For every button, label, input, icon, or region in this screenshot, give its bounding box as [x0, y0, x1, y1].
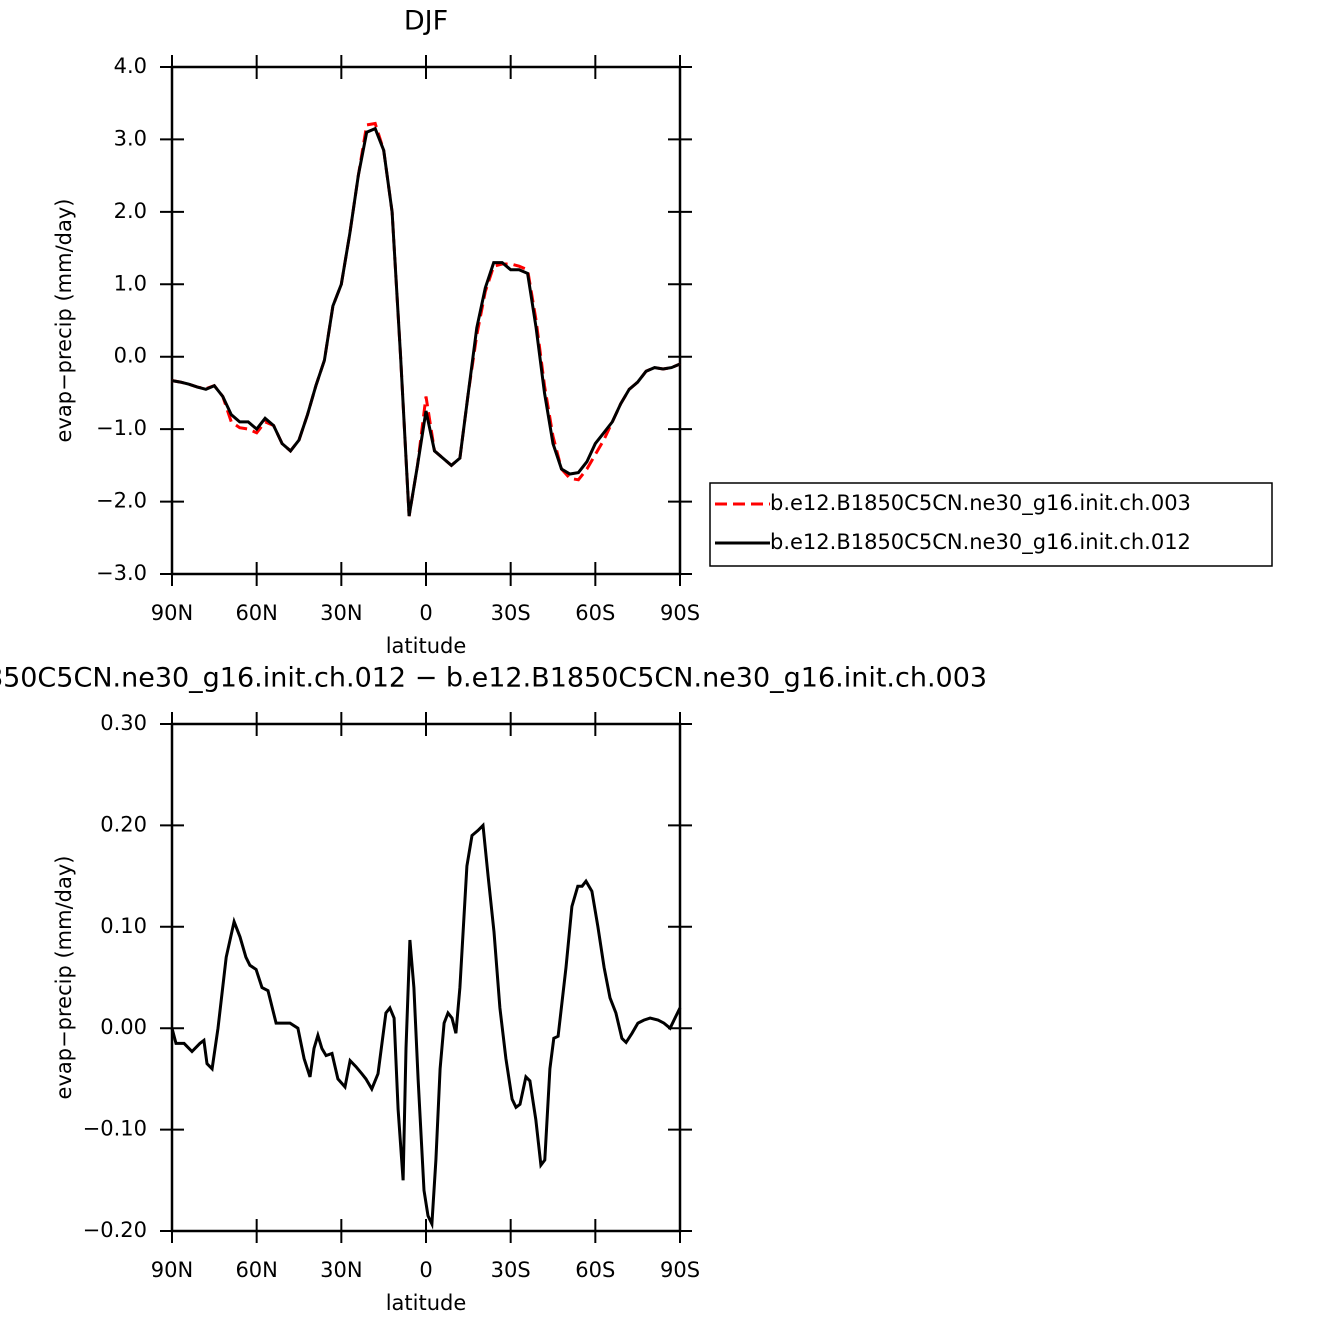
- x-tick-label: 90S: [660, 1258, 700, 1282]
- y-tick-label: 0.20: [100, 812, 147, 836]
- x-tick-label: 60N: [235, 601, 277, 625]
- y-tick-label: −2.0: [96, 489, 147, 513]
- x-tick-label: 30N: [320, 601, 362, 625]
- x-tick-label: 60S: [575, 601, 615, 625]
- y-axis-label: evap−precip (mm/day): [52, 856, 76, 1100]
- plot-frame: [170, 65, 682, 576]
- y-tick-label: −3.0: [96, 561, 147, 585]
- y-tick-label: 2.0: [114, 199, 147, 223]
- chart-title: b.e12.B1850C5CN.ne30_g16.init.ch.012 − b…: [0, 663, 987, 694]
- x-tick-label: 60S: [575, 1258, 615, 1282]
- y-tick-label: −0.20: [83, 1218, 147, 1242]
- x-tick-label: 30S: [491, 601, 531, 625]
- legend-label: b.e12.B1850C5CN.ne30_g16.init.ch.003: [770, 491, 1191, 516]
- y-tick-label: −1.0: [96, 416, 147, 440]
- x-tick-label: 0: [419, 601, 432, 625]
- y-tick-label: 3.0: [114, 126, 147, 150]
- y-tick-label: 0.30: [100, 711, 147, 735]
- x-tick-label: 0: [419, 1258, 432, 1282]
- x-axis-label: latitude: [386, 634, 467, 658]
- y-tick-label: 4.0: [114, 54, 147, 78]
- legend-label: b.e12.B1850C5CN.ne30_g16.init.ch.012: [770, 530, 1191, 555]
- x-tick-label: 90N: [151, 1258, 193, 1282]
- x-tick-label: 60N: [235, 1258, 277, 1282]
- series-line: [171, 121, 681, 517]
- series-line: [170, 822, 682, 1230]
- y-tick-label: 0.00: [100, 1015, 147, 1039]
- chart-title: DJF: [404, 6, 448, 37]
- y-tick-label: 0.0: [114, 344, 147, 368]
- x-tick-label: 30N: [320, 1258, 362, 1282]
- x-tick-label: 90S: [660, 601, 700, 625]
- y-axis-label: evap−precip (mm/day): [52, 199, 76, 443]
- y-tick-label: −0.10: [83, 1117, 147, 1141]
- y-tick-label: 1.0: [114, 271, 147, 295]
- x-tick-label: 30S: [491, 1258, 531, 1282]
- series-line: [171, 126, 681, 517]
- x-tick-label: 90N: [151, 601, 193, 625]
- legend-box: [709, 482, 1273, 567]
- y-tick-label: 0.10: [100, 914, 147, 938]
- x-axis-label: latitude: [386, 1291, 467, 1315]
- plot-frame: [170, 722, 682, 1233]
